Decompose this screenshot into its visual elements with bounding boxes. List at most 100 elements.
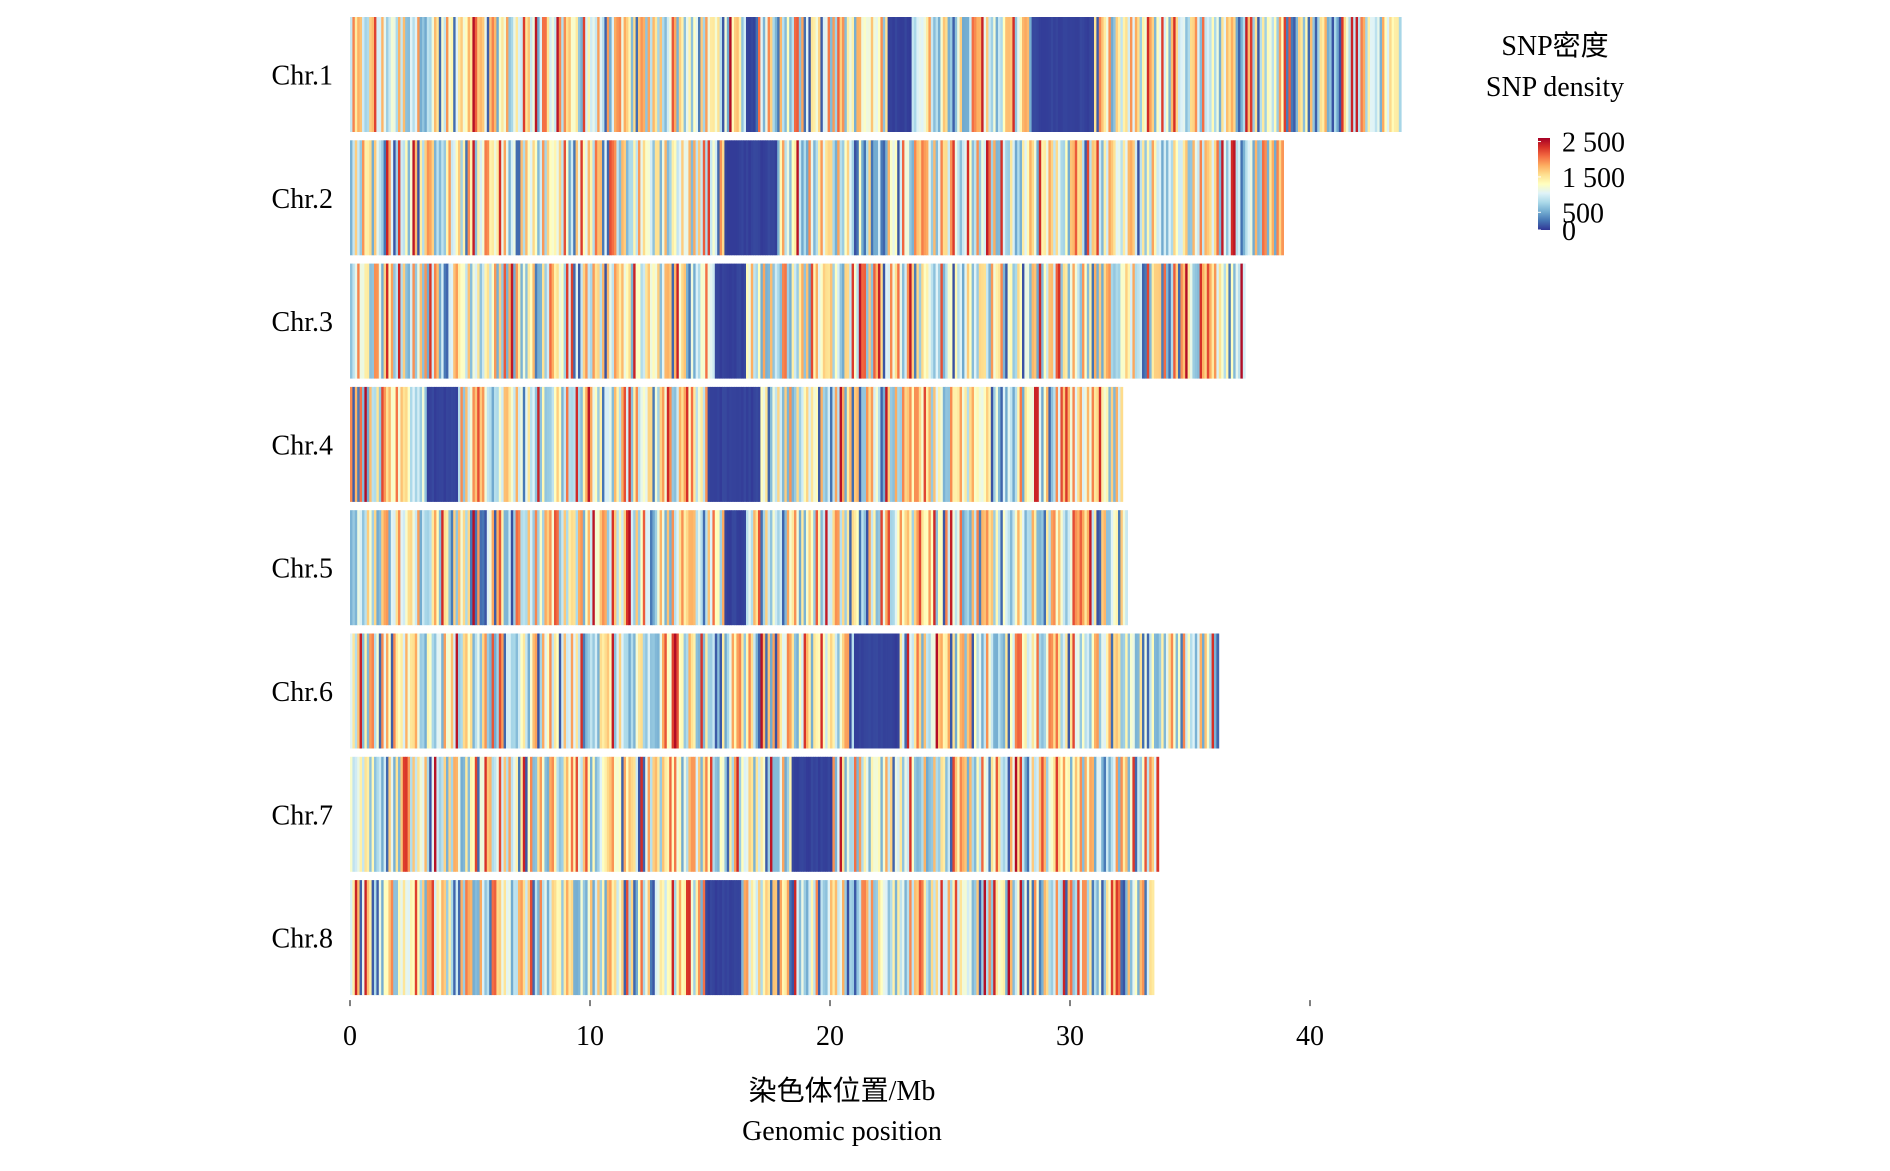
density-bin [693, 17, 696, 132]
density-bin [702, 633, 706, 749]
density-bin [938, 510, 941, 626]
density-bin [489, 386, 492, 502]
density-bin [844, 756, 848, 872]
density-bin [587, 633, 591, 749]
density-bin [686, 510, 689, 626]
density-bin [405, 140, 408, 256]
density-bin [395, 880, 399, 996]
density-bin [1151, 17, 1155, 132]
density-bin [465, 756, 468, 872]
density-bin [731, 510, 735, 626]
density-bin [654, 386, 658, 502]
density-bin [561, 17, 564, 132]
density-bin [611, 17, 615, 132]
density-bin [892, 17, 896, 132]
density-bin [890, 17, 893, 132]
density-bin [1103, 880, 1107, 996]
density-bin [707, 880, 711, 996]
density-bin [501, 633, 504, 749]
density-bin [909, 263, 912, 379]
density-bin [645, 17, 648, 132]
density-bin [597, 756, 600, 872]
density-bin [707, 756, 711, 872]
density-bin [719, 17, 723, 132]
density-bin [1238, 140, 1241, 256]
density-bin [1192, 17, 1196, 132]
density-bin [479, 140, 483, 256]
density-bin [1110, 17, 1114, 132]
density-bin [1293, 17, 1296, 132]
density-bin [873, 633, 876, 749]
density-bin [1106, 263, 1109, 379]
density-bin [854, 140, 857, 256]
density-bin [971, 386, 975, 502]
density-bin [926, 633, 929, 749]
density-bin [364, 263, 368, 379]
density-bin [1024, 263, 1028, 379]
density-bin [1130, 263, 1133, 379]
density-bin [393, 263, 396, 379]
density-bin [1218, 140, 1222, 256]
density-bin [554, 263, 557, 379]
density-bin [515, 17, 519, 132]
density-bin [950, 756, 953, 872]
density-bin [1223, 263, 1227, 379]
density-bin [1146, 17, 1150, 132]
density-bin [1079, 756, 1083, 872]
density-bin [465, 263, 468, 379]
density-bin [1038, 386, 1042, 502]
density-bin [954, 756, 958, 872]
density-bin [760, 756, 764, 872]
density-bin [894, 386, 898, 502]
density-bin [652, 633, 656, 749]
density-bin [400, 140, 404, 256]
density-bin [575, 880, 579, 996]
density-bin [453, 17, 456, 132]
density-bin [1113, 756, 1116, 872]
density-bin [815, 263, 819, 379]
density-bin [1334, 17, 1337, 132]
density-bin [635, 756, 639, 872]
density-bin [489, 263, 492, 379]
density-bin [434, 386, 437, 502]
density-bin [825, 140, 828, 256]
density-bin [498, 880, 502, 996]
density-bin [1115, 880, 1119, 996]
density-bin [474, 386, 478, 502]
density-bin [698, 386, 701, 502]
density-bin [566, 386, 569, 502]
density-bin [1089, 633, 1092, 749]
density-bin [393, 17, 396, 132]
density-bin [863, 756, 867, 872]
density-bin [885, 386, 888, 502]
density-bin [354, 510, 358, 626]
density-bin [875, 633, 879, 749]
density-bin [1082, 756, 1085, 872]
density-bin [503, 386, 507, 502]
density-bin [614, 263, 617, 379]
density-bin [923, 140, 927, 256]
density-bin [650, 756, 653, 872]
density-bin [702, 17, 706, 132]
density-bin [798, 633, 802, 749]
density-bin [1046, 263, 1049, 379]
density-bin [630, 510, 634, 626]
density-bin [950, 17, 953, 132]
density-bin [578, 17, 581, 132]
density-bin [870, 386, 874, 502]
density-bin [1350, 17, 1354, 132]
density-bin [405, 17, 408, 132]
density-bin [652, 17, 656, 132]
density-bin [945, 17, 948, 132]
density-bin [760, 880, 764, 996]
density-bin [801, 633, 804, 749]
density-bin [818, 17, 821, 132]
density-bin [364, 17, 368, 132]
density-bin [585, 633, 588, 749]
density-bin [808, 17, 812, 132]
density-bin [880, 633, 884, 749]
density-bin [537, 633, 540, 749]
density-bin [844, 386, 848, 502]
density-bin [674, 17, 677, 132]
density-bin [986, 386, 989, 502]
